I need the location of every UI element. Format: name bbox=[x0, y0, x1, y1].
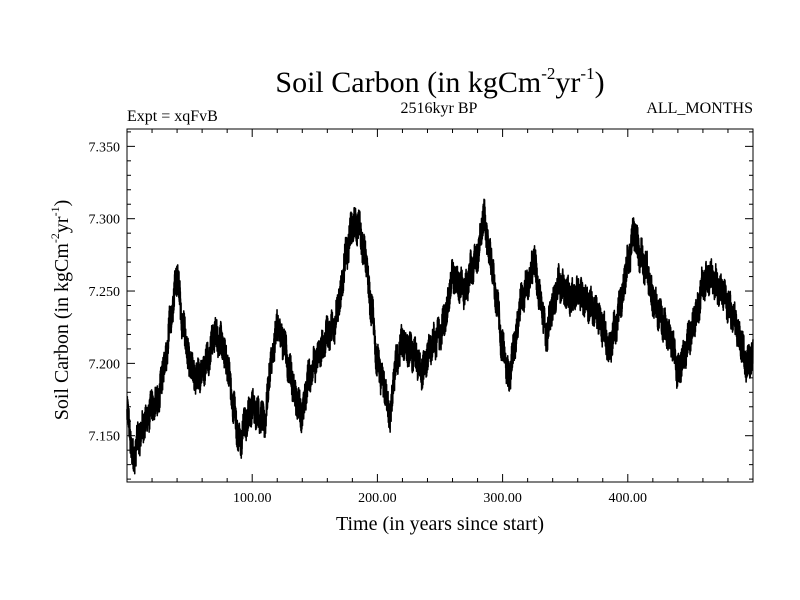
y-axis-label-mid: yr bbox=[51, 216, 73, 233]
y-tick-label: 7.150 bbox=[89, 430, 121, 445]
y-tick-label: 7.200 bbox=[89, 357, 121, 372]
y-axis-label-base: Soil Carbon (in kgCm bbox=[51, 243, 73, 421]
y-axis-label-exp1: -2 bbox=[48, 233, 62, 243]
x-tick-label: 300.00 bbox=[483, 491, 522, 506]
y-axis-label-exp2: -1 bbox=[48, 206, 62, 216]
series-line bbox=[126, 198, 754, 475]
y-tick-label: 7.350 bbox=[89, 140, 121, 155]
chart-title-base: Soil Carbon (in kgCm bbox=[275, 66, 541, 99]
y-tick-label: 7.300 bbox=[89, 213, 121, 228]
subtitle-months: ALL_MONTHS bbox=[646, 100, 753, 117]
chart-title-exp1: -2 bbox=[541, 64, 555, 83]
subtitle-period: 2516kyr BP bbox=[401, 100, 478, 117]
y-tick-label: 7.250 bbox=[89, 285, 121, 300]
chart-title-end: ) bbox=[595, 66, 605, 99]
subtitle-experiment: Expt = xqFvB bbox=[127, 108, 218, 125]
plot-frame bbox=[126, 128, 754, 483]
y-axis-label-end: ) bbox=[51, 200, 73, 207]
plot-area bbox=[126, 198, 754, 475]
axis-ticks bbox=[127, 129, 753, 482]
chart-title-mid: yr bbox=[555, 66, 580, 99]
chart-title-exp2: -1 bbox=[580, 64, 594, 83]
axis-tick-labels: 100.00 200.00 300.00 400.00 7.150 7.200 7.250 7… bbox=[89, 140, 648, 506]
x-tick-label: 400.00 bbox=[609, 491, 648, 506]
x-axis-label: Time (in years since start) bbox=[336, 513, 544, 535]
chart-title: Soil Carbon (in kgCm-2yr-1) bbox=[275, 64, 604, 99]
x-tick-label: 200.00 bbox=[358, 491, 397, 506]
x-tick-label: 100.00 bbox=[233, 491, 272, 506]
y-axis-label: Soil Carbon (in kgCm-2yr-1) bbox=[48, 200, 73, 421]
